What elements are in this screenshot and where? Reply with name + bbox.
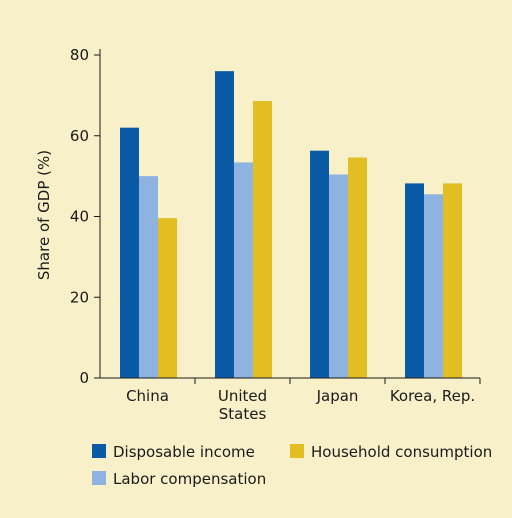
bar-disposable-income-korea-rep — [405, 183, 424, 378]
y-tick-label: 60 — [70, 127, 89, 145]
legend-item-labor-compensation: Labor compensation — [92, 470, 266, 488]
y-axis-title: Share of GDP (%) — [35, 150, 53, 280]
bar-disposable-income-japan — [310, 150, 329, 378]
y-tick-label: 20 — [70, 288, 89, 306]
legend-label: Labor compensation — [113, 470, 266, 488]
bar-household-consumption-korea-rep — [443, 183, 462, 378]
x-tick-label: Korea, Rep. — [390, 387, 475, 405]
bar-household-consumption-united-states — [253, 101, 272, 378]
y-tick-label: 80 — [70, 46, 89, 64]
legend: Disposable income Labor compensation House… — [92, 443, 492, 488]
y-tick-label: 0 — [79, 369, 89, 387]
y-axis-title-group: Share of GDP (%) — [35, 150, 53, 280]
x-tick-label: Japan — [316, 387, 359, 405]
bar-labor-compensation-united-states — [234, 162, 253, 378]
bar-household-consumption-china — [158, 218, 177, 378]
bar-household-consumption-japan — [348, 157, 367, 378]
legend-item-disposable-income: Disposable income — [92, 443, 255, 461]
legend-swatch — [92, 471, 106, 485]
bar-disposable-income-united-states — [215, 71, 234, 379]
y-axis-ticks: 0 20 40 60 80 — [70, 46, 100, 387]
x-tick-label: United — [218, 387, 267, 405]
bar-disposable-income-china — [120, 127, 139, 378]
bar-labor-compensation-china — [139, 176, 158, 378]
bar-labor-compensation-korea-rep — [424, 194, 443, 378]
legend-swatch — [290, 444, 304, 458]
legend-item-household-consumption: Household consumption — [290, 443, 492, 461]
x-tick-label: China — [126, 387, 169, 405]
legend-label: Disposable income — [113, 443, 255, 461]
bars — [120, 71, 462, 379]
y-tick-label: 40 — [70, 208, 89, 226]
bar-labor-compensation-japan — [329, 174, 348, 378]
legend-swatch — [92, 444, 106, 458]
x-tick-label: States — [219, 405, 267, 423]
legend-label: Household consumption — [311, 443, 492, 461]
